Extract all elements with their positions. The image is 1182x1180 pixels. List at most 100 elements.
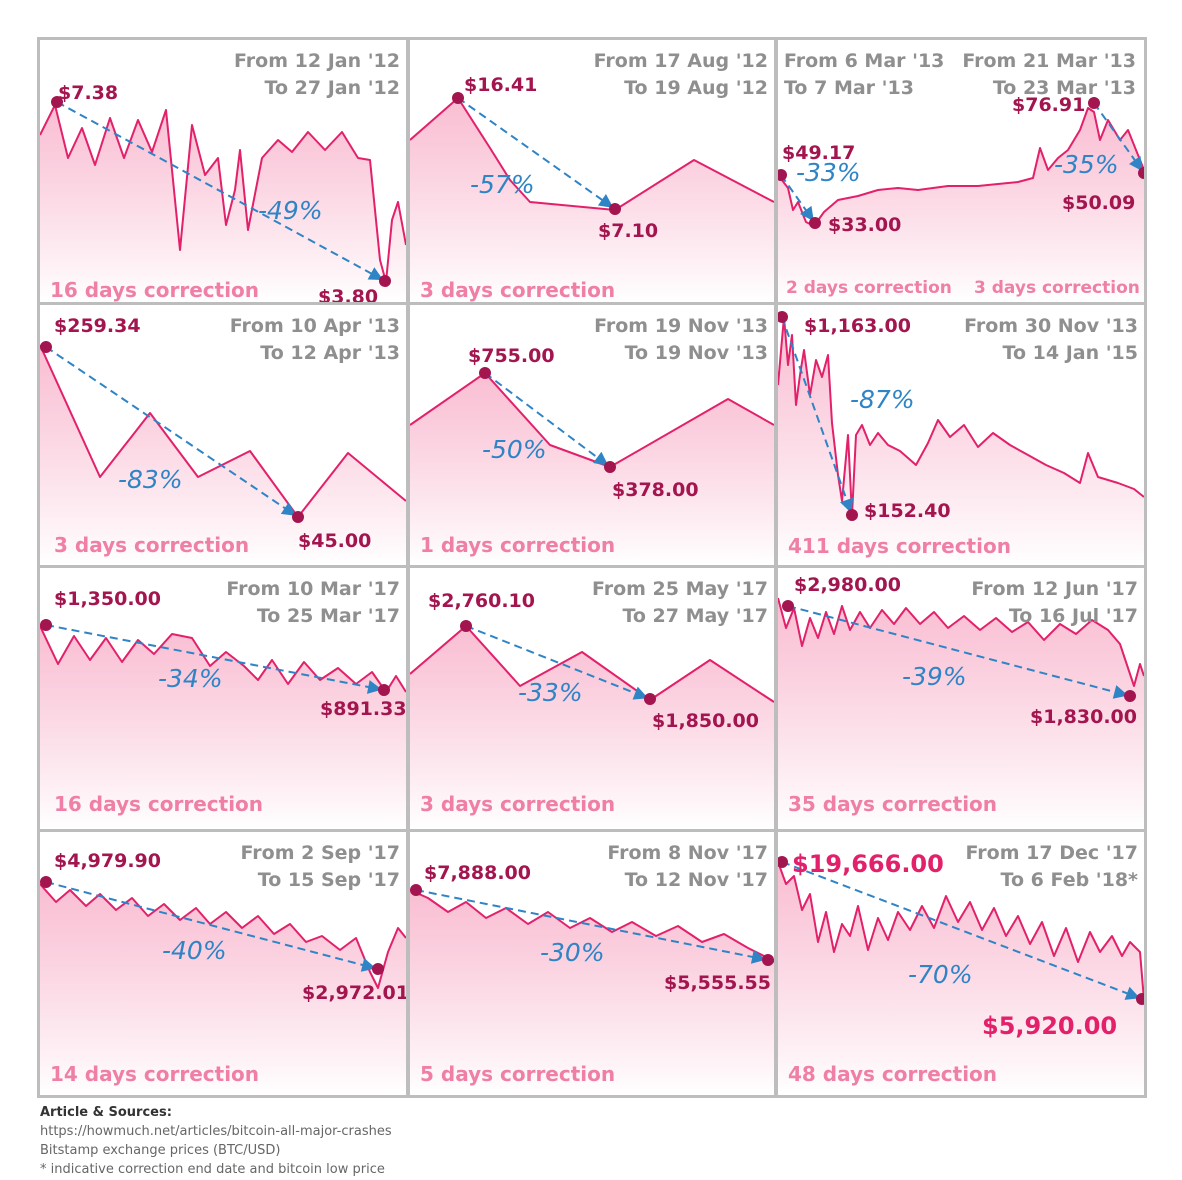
price-area bbox=[778, 108, 1144, 302]
drop-arrow-head bbox=[280, 502, 297, 516]
percent-change-label: -49% bbox=[258, 196, 323, 225]
price-area bbox=[40, 884, 406, 1095]
sources-block: Article & Sources: https://howmuch.net/a… bbox=[40, 1103, 392, 1179]
chart-panel-4: From 10 Apr '13 To 12 Apr '13 $259.34 $45.0… bbox=[40, 305, 406, 565]
percent-change-label: -57% bbox=[470, 170, 535, 199]
low-price-label: $378.00 bbox=[612, 479, 699, 501]
low-point bbox=[1124, 690, 1136, 702]
high-point bbox=[40, 876, 52, 888]
drop-arrow-head bbox=[800, 205, 814, 222]
correction-duration-label: 411 days correction bbox=[788, 534, 1011, 558]
chart-svg-8 bbox=[410, 620, 774, 829]
chart-svg-5 bbox=[410, 367, 774, 565]
low-price-label: $7.10 bbox=[598, 220, 659, 242]
sources-url[interactable]: https://howmuch.net/articles/bitcoin-all… bbox=[40, 1124, 392, 1139]
date-range-from: From 6 Mar '13 bbox=[784, 50, 945, 72]
low-point bbox=[762, 954, 774, 966]
correction-duration-label: 5 days correction bbox=[420, 1062, 616, 1086]
high-price-label: $1,350.00 bbox=[54, 588, 161, 610]
high-price-label: $16.41 bbox=[464, 74, 538, 96]
high-point bbox=[479, 367, 491, 379]
high-price-label: $49.17 bbox=[782, 142, 856, 164]
high-point bbox=[460, 620, 472, 632]
correction-duration-label: 16 days correction bbox=[54, 792, 264, 816]
date-range-to: To 19 Aug '12 bbox=[624, 77, 768, 99]
percent-change-label: -83% bbox=[118, 465, 183, 494]
date-range-to: To 7 Mar '13 bbox=[784, 77, 914, 99]
percent-change-label: -40% bbox=[162, 936, 227, 965]
high-price-label: $259.34 bbox=[54, 315, 141, 337]
chart-svg-11 bbox=[410, 884, 774, 1095]
low-price-label: $5,555.55 bbox=[664, 972, 771, 994]
percent-change-label: -39% bbox=[902, 662, 967, 691]
chart-panel-12: From 17 Dec '17 To 6 Feb '18* $19,666.00 $5… bbox=[778, 832, 1144, 1095]
chart-svg-7 bbox=[40, 619, 406, 829]
high-price-label: $7.38 bbox=[58, 82, 119, 104]
drop-arrow-line bbox=[484, 372, 603, 462]
high-point bbox=[452, 92, 464, 104]
drop-arrow-2-head bbox=[1129, 155, 1143, 172]
price-line bbox=[778, 597, 1144, 687]
high-point bbox=[778, 311, 788, 323]
chart-grid: From 12 Jan '12 To 27 Jan '12 $7.38 $3.80 -4… bbox=[37, 37, 1147, 1098]
low-point bbox=[379, 275, 391, 287]
low-price-label: $3.80 bbox=[318, 286, 379, 302]
high-point bbox=[782, 600, 794, 612]
chart-panel-9: From 12 Jun '17 To 16 Jul '17 $2,980.00 $1,… bbox=[778, 568, 1144, 829]
drop-arrow-head bbox=[840, 497, 854, 514]
date-range-to: To 12 Nov '17 bbox=[624, 869, 768, 891]
drop-arrow-line bbox=[787, 605, 1121, 695]
percent-change-label: -50% bbox=[482, 435, 547, 464]
chart-panel-8: From 25 May '17 To 27 May '17 $2,760.10 $1,… bbox=[410, 568, 774, 829]
drop-arrow-line bbox=[45, 624, 375, 690]
correction-duration-label: 35 days correction bbox=[788, 792, 998, 816]
correction-duration-label: 3 days correction bbox=[420, 792, 616, 816]
drop-arrow-head bbox=[632, 686, 649, 700]
date-range-from: From 8 Nov '17 bbox=[607, 842, 768, 864]
low-price-label-2: $50.09 bbox=[1062, 192, 1136, 214]
chart-svg-12 bbox=[778, 856, 1144, 1095]
drop-arrow-head bbox=[593, 451, 609, 466]
chart-svg-9 bbox=[778, 597, 1144, 829]
date-range-to: To 12 Apr '13 bbox=[260, 342, 400, 364]
low-price-label: $5,920.00 bbox=[982, 1012, 1118, 1040]
drop-arrow-line bbox=[781, 861, 1134, 997]
drop-arrow-head bbox=[367, 267, 384, 281]
correction-duration-label: 3 days correction bbox=[54, 533, 250, 557]
price-line bbox=[40, 104, 406, 283]
low-price-label: $1,850.00 bbox=[652, 710, 759, 732]
low-price-label: $152.40 bbox=[864, 500, 951, 522]
chart-panel-2: From 17 Aug '12 To 19 Aug '12 $16.41 $7.10 -… bbox=[410, 40, 774, 302]
drop-arrow-head bbox=[597, 194, 614, 208]
date-range-from: From 17 Aug '12 bbox=[593, 50, 768, 72]
price-area bbox=[778, 317, 1144, 565]
date-range-to: To 27 Jan '12 bbox=[264, 77, 400, 99]
date-range-from: From 10 Mar '17 bbox=[226, 578, 400, 600]
price-area bbox=[778, 862, 1144, 1095]
drop-arrow-head bbox=[1124, 986, 1141, 1000]
percent-change-label: -34% bbox=[158, 664, 223, 693]
low-point bbox=[644, 693, 656, 705]
high-price-label-2: $76.91 bbox=[1012, 94, 1086, 116]
correction-duration-label: 14 days correction bbox=[50, 1062, 260, 1086]
low-point bbox=[372, 963, 384, 975]
price-line bbox=[778, 316, 1144, 516]
high-point bbox=[51, 96, 63, 108]
drop-arrow-line bbox=[465, 625, 642, 697]
price-area bbox=[778, 598, 1144, 829]
price-area bbox=[410, 373, 774, 565]
date-range-to: To 25 Mar '17 bbox=[256, 605, 400, 627]
correction-duration-label: 16 days correction bbox=[50, 278, 260, 302]
low-point bbox=[1136, 993, 1144, 1005]
chart-panel-6: From 30 Nov '13 To 14 Jan '15 $1,163.00 $15… bbox=[778, 305, 1144, 565]
low-price-label: $45.00 bbox=[298, 530, 372, 552]
chart-svg-1 bbox=[40, 96, 406, 302]
percent-change-label: -30% bbox=[540, 938, 605, 967]
date-range-to: To 27 May '17 bbox=[622, 605, 768, 627]
price-line bbox=[410, 97, 774, 211]
high-point bbox=[40, 619, 52, 631]
drop-arrow-line bbox=[457, 97, 608, 205]
chart-panel-11: From 8 Nov '17 To 12 Nov '17 $7,888.00 $5,5… bbox=[410, 832, 774, 1095]
date-range-from: From 12 Jan '12 bbox=[234, 50, 400, 72]
high-point bbox=[778, 169, 787, 181]
